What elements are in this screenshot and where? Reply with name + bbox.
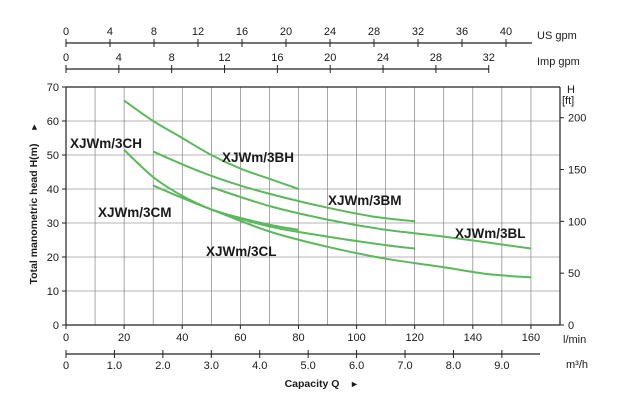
x-unit-label: l/min <box>563 334 586 346</box>
y-tick-label: 10 <box>47 286 59 298</box>
right-axis-tick-label: 0 <box>568 320 574 332</box>
top-axis-tick-label: 16 <box>236 26 248 38</box>
x-axis-arrow: ► <box>350 379 359 389</box>
y-tick-label: 20 <box>47 252 59 264</box>
m3h-tick-label: 0 <box>63 360 69 372</box>
y-axis-arrow: ► <box>29 123 39 132</box>
top-axis-tick-label: 28 <box>430 52 442 64</box>
top-axis-tick-label: 24 <box>324 26 336 38</box>
series-label-xjwm-3cl: XJWm/3CL <box>206 244 277 259</box>
top-axis-unit-label: Imp gpm <box>537 56 580 68</box>
grid-lines <box>66 87 560 325</box>
top-axis-tick-label: 4 <box>107 26 113 38</box>
right-axis-unit: H <box>567 84 575 96</box>
top-axis-tick-label: 28 <box>368 26 380 38</box>
m3h-tick-label: 7.0 <box>397 360 412 372</box>
top-axis-tick-label: 32 <box>483 52 495 64</box>
x-tick-label: 80 <box>292 332 304 344</box>
x-tick-label: 100 <box>347 332 365 344</box>
top-axis-tick-label: 0 <box>63 26 69 38</box>
m3h-tick-label: 4.0 <box>252 360 267 372</box>
top-axis-tick-label: 36 <box>456 26 468 38</box>
series-label-xjwm-3bh: XJWm/3BH <box>222 150 294 165</box>
curve-xjwm-3bl <box>210 208 531 279</box>
top-axis-tick-label: 0 <box>63 52 69 64</box>
m3h-tick-label: 2.0 <box>155 360 170 372</box>
top-axis-tick-label: 12 <box>218 52 230 64</box>
series-label-xjwm-3cm: XJWm/3CM <box>98 205 172 220</box>
m3h-tick-label: 6.0 <box>349 360 364 372</box>
series-label-xjwm-3ch: XJWm/3CH <box>70 136 142 151</box>
y-tick-label: 60 <box>47 116 59 128</box>
series-label-xjwm-3bl: XJWm/3BL <box>455 226 526 241</box>
y-tick-label: 50 <box>47 150 59 162</box>
top-axis-tick-label: 40 <box>500 26 512 38</box>
y-tick-label: 70 <box>47 82 59 94</box>
right-axis-tick-label: 200 <box>568 113 586 125</box>
top-axis-tick-label: 20 <box>280 26 292 38</box>
x-tick-label: 60 <box>234 332 246 344</box>
curve-xjwm-3bm <box>152 184 415 250</box>
m3h-tick-label: 8.0 <box>446 360 461 372</box>
m3h-tick-label: 5.0 <box>301 360 316 372</box>
y-axis-label: Total manometric head H(m) <box>28 144 40 285</box>
top-axis-tick-label: 12 <box>192 26 204 38</box>
x-tick-label: 40 <box>176 332 188 344</box>
top-axis-tick-label: 8 <box>151 26 157 38</box>
m3h-tick-label: 1.0 <box>107 360 122 372</box>
right-axis-tick-label: 50 <box>568 268 580 280</box>
x-axis-label: Capacity Q <box>285 378 340 390</box>
top-axis-tick-label: 8 <box>169 52 175 64</box>
m3h-tick-label: 9.0 <box>494 360 509 372</box>
x-tick-label: 0 <box>63 332 69 344</box>
m3h-tick-label: 3.0 <box>204 360 219 372</box>
top-axis-tick-label: 16 <box>271 52 283 64</box>
x-tick-label: 20 <box>118 332 130 344</box>
x-tick-label: 160 <box>522 332 540 344</box>
top-axis-tick-label: 20 <box>324 52 336 64</box>
top-axis-tick-label: 4 <box>116 52 122 64</box>
m3h-unit-label: m³/h <box>566 359 588 371</box>
right-axis-tick-label: 100 <box>568 216 586 228</box>
top-axis-tick-label: 24 <box>377 52 389 64</box>
y-tick-label: 30 <box>47 218 59 230</box>
curve-xjwm-3cl <box>210 186 532 250</box>
right-axis-unit-ft: [ft] <box>562 95 574 107</box>
x-tick-label: 140 <box>464 332 482 344</box>
top-axis-tick-label: 32 <box>412 26 424 38</box>
series-label-xjwm-3bm: XJWm/3BM <box>328 193 402 208</box>
y-tick-label: 0 <box>53 320 59 332</box>
curves <box>123 99 532 279</box>
y-tick-label: 40 <box>47 184 59 196</box>
curve-xjwm-3ch <box>123 99 299 190</box>
top-axis-unit-label: US gpm <box>537 30 577 42</box>
right-axis-tick-label: 150 <box>568 165 586 177</box>
x-tick-label: 120 <box>406 332 424 344</box>
labels: XJWm/3CH XJWm/3BH XJWm/3CM XJWm/3BM XJWm/3CL… <box>70 136 526 259</box>
curve-xjwm-3cm <box>152 150 415 223</box>
